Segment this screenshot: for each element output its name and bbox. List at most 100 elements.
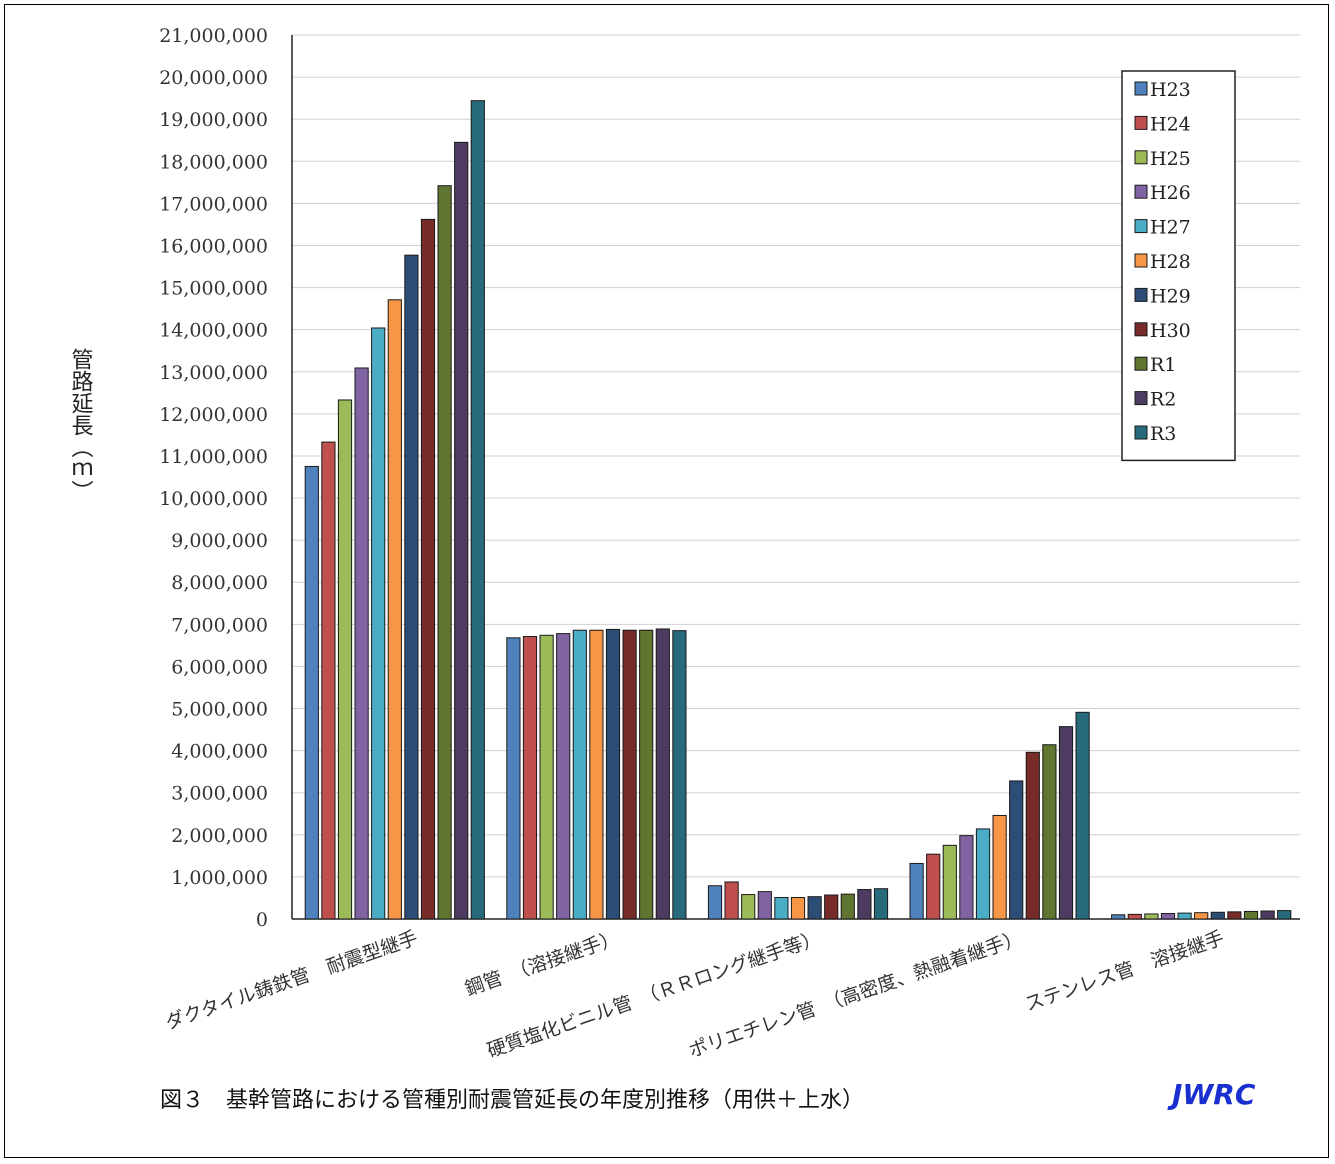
jwrc-logo: JWRC	[1172, 1078, 1256, 1111]
y-axis-label: 管路延長（ｍ）	[68, 348, 94, 502]
bar-H28-3	[992, 814, 1007, 920]
bar-R3-3	[1075, 711, 1090, 920]
legend-label: H24	[1150, 113, 1191, 135]
bar-H27-3	[975, 828, 991, 920]
y-tick-label: 2,000,000	[171, 825, 268, 847]
bar-H24-3	[926, 853, 941, 920]
y-tick-label: 20,000,000	[159, 67, 268, 89]
legend-label: H29	[1150, 285, 1191, 307]
bar-R3-1	[672, 630, 687, 920]
figure-frame	[4, 4, 1329, 1158]
legend-swatch	[1134, 219, 1148, 234]
bar-H25-0	[337, 399, 353, 920]
legend-label: H30	[1150, 320, 1191, 342]
bar-H24-1	[522, 636, 538, 920]
legend-label: R3	[1150, 423, 1176, 445]
y-tick-label: 10,000,000	[159, 488, 268, 510]
legend-label: H23	[1150, 79, 1191, 101]
y-tick-label: 6,000,000	[171, 656, 268, 678]
bar-H30-0	[420, 218, 436, 920]
bar-H28-2	[790, 897, 806, 920]
legend-label: R1	[1150, 354, 1176, 376]
legend-swatch	[1134, 391, 1148, 406]
y-tick-label: 5,000,000	[171, 699, 268, 721]
bar-R1-2	[840, 893, 855, 920]
legend-swatch	[1134, 287, 1148, 302]
bar-H28-0	[387, 299, 402, 920]
bar-H30-2	[824, 894, 839, 920]
legend-swatch	[1134, 425, 1148, 440]
bar-H26-3	[959, 835, 974, 920]
bar-H27-0	[371, 327, 386, 920]
bar-H29-3	[1009, 780, 1024, 920]
y-tick-label: 17,000,000	[159, 193, 268, 215]
bar-R2-3	[1058, 726, 1074, 920]
bar-R2-1	[655, 628, 670, 920]
bar-H28-1	[589, 629, 604, 920]
bar-H30-3	[1025, 751, 1040, 920]
bar-R2-0	[454, 141, 469, 920]
bar-H26-2	[757, 891, 772, 920]
bar-H28-4	[1194, 912, 1209, 920]
bar-H25-3	[942, 844, 957, 920]
x-category-label: 鋼管 （溶接継手）	[462, 927, 622, 1000]
y-tick-label: 3,000,000	[171, 783, 268, 805]
legend-label: H26	[1150, 182, 1191, 204]
bar-R2-4	[1260, 910, 1275, 920]
legend-swatch	[1134, 322, 1148, 337]
y-tick-label: 7,000,000	[171, 614, 268, 636]
x-category-label: ダクタイル鋳鉄管 耐震型継手	[162, 926, 420, 1034]
y-tick-label: 9,000,000	[171, 530, 268, 552]
bar-H29-2	[807, 896, 822, 920]
x-category-label: ステンレス管 溶接継手	[1022, 927, 1227, 1016]
y-tick-label: 0	[256, 909, 268, 931]
y-tick-label: 15,000,000	[159, 278, 268, 300]
legend-label: H27	[1150, 217, 1191, 239]
bar-H30-4	[1227, 911, 1242, 920]
bar-R1-3	[1042, 744, 1057, 920]
bar-H24-2	[724, 881, 739, 920]
bar-R1-0	[437, 185, 452, 920]
bar-H25-4	[1144, 913, 1159, 920]
bar-H26-0	[354, 367, 369, 920]
legend-swatch	[1134, 184, 1148, 199]
bar-R3-0	[470, 100, 485, 920]
legend-label: H28	[1150, 251, 1191, 273]
y-tick-label: 21,000,000	[159, 25, 268, 47]
y-tick-label: 1,000,000	[171, 867, 268, 889]
legend-swatch	[1134, 115, 1148, 130]
legend-swatch	[1134, 253, 1148, 268]
y-tick-label: 8,000,000	[171, 572, 268, 594]
bar-H23-4	[1111, 914, 1126, 920]
legend-swatch	[1134, 81, 1148, 96]
bar-H24-4	[1127, 913, 1142, 920]
y-tick-label: 14,000,000	[159, 320, 268, 342]
bar-H29-4	[1210, 911, 1225, 920]
legend-label: R2	[1150, 389, 1176, 411]
legend-swatch	[1134, 356, 1148, 371]
bar-H23-3	[909, 862, 924, 920]
figure-caption: 図３ 基幹管路における管種別耐震管延長の年度別推移（用供＋上水）	[160, 1088, 865, 1113]
bar-R1-4	[1243, 910, 1259, 920]
bar-R2-2	[857, 889, 872, 920]
bar-H25-2	[741, 894, 756, 920]
bar-R1-1	[639, 629, 654, 920]
bar-H26-4	[1160, 913, 1176, 920]
bar-H30-1	[622, 629, 637, 920]
y-tick-label: 4,000,000	[171, 741, 268, 763]
bar-H27-2	[774, 897, 789, 920]
legend-label: H25	[1150, 148, 1191, 170]
y-tick-label: 19,000,000	[159, 109, 268, 131]
bar-H27-1	[572, 629, 587, 920]
bar-H24-0	[321, 441, 336, 920]
bar-H23-0	[304, 465, 319, 920]
bar-H27-4	[1177, 912, 1192, 920]
y-tick-label: 16,000,000	[159, 235, 268, 257]
bar-H25-1	[539, 634, 554, 920]
bar-R3-2	[873, 888, 889, 920]
bar-H29-0	[404, 254, 419, 920]
legend-swatch	[1134, 150, 1148, 165]
x-category-label: ポリエチレン管 （高密度、熱融着継手）	[686, 927, 1026, 1062]
x-category-label: 硬質塩化ビニル管 （ＲＲロング継手等）	[484, 927, 824, 1062]
